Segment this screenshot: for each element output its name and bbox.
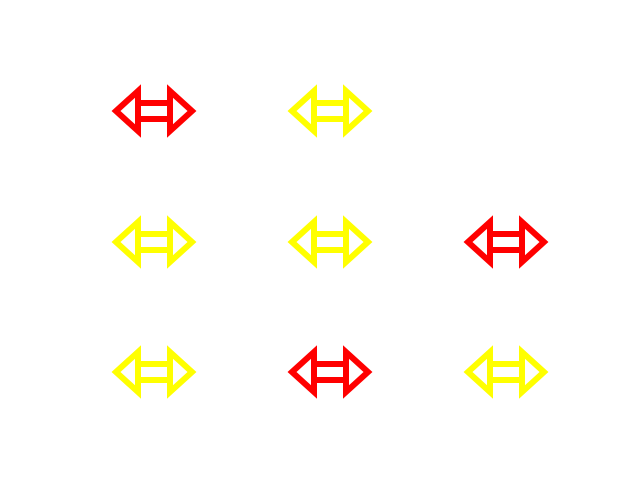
arrows-layer (111, 84, 549, 399)
arrow-shaft-edges (311, 103, 349, 119)
arrow-outline (287, 345, 373, 399)
double-headed-arrow-icon (463, 215, 549, 269)
arrow-outline (463, 215, 549, 269)
arrow-outline (111, 215, 197, 269)
arrow-shaft-edges (135, 234, 173, 250)
arrow-shaft-edges (135, 103, 173, 119)
double-headed-arrow-icon (287, 345, 373, 399)
double-headed-arrow-icon (111, 345, 197, 399)
arrow-shaft-edges (311, 234, 349, 250)
double-headed-arrow-icon (463, 345, 549, 399)
double-headed-arrow-icon (111, 215, 197, 269)
double-headed-arrow-icon (111, 84, 197, 138)
arrow-shaft-edges (311, 364, 349, 380)
arrow-outline (287, 84, 373, 138)
arrow-outline (111, 345, 197, 399)
arrow-outline (463, 345, 549, 399)
double-headed-arrow-icon (287, 84, 373, 138)
arrow-outline (287, 215, 373, 269)
double-headed-arrow-icon (287, 215, 373, 269)
arrow-outline (111, 84, 197, 138)
arrow-shaft-edges (135, 364, 173, 380)
arrow-shaft-edges (487, 234, 525, 250)
arrow-shaft-edges (487, 364, 525, 380)
